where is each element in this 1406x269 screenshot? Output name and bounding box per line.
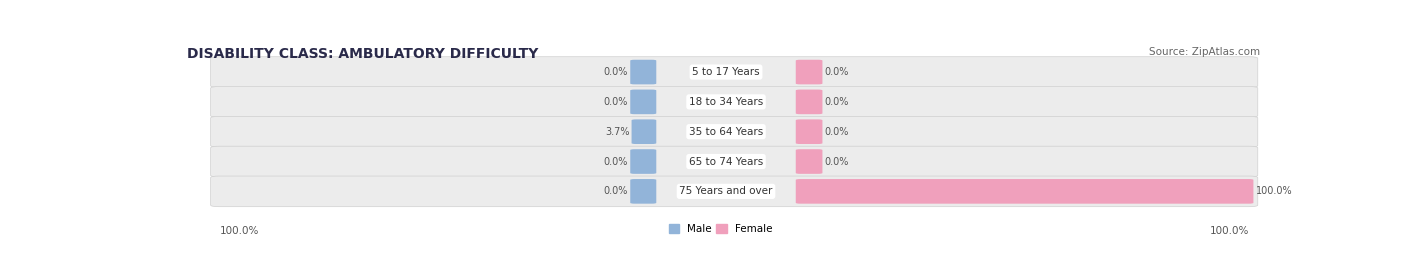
FancyBboxPatch shape (211, 116, 1258, 147)
FancyBboxPatch shape (796, 60, 823, 84)
FancyBboxPatch shape (211, 146, 1258, 177)
FancyBboxPatch shape (631, 119, 657, 144)
FancyBboxPatch shape (211, 57, 1258, 87)
Text: 100.0%: 100.0% (219, 226, 259, 236)
FancyBboxPatch shape (630, 179, 657, 204)
Text: 0.0%: 0.0% (824, 97, 849, 107)
Text: DISABILITY CLASS: AMBULATORY DIFFICULTY: DISABILITY CLASS: AMBULATORY DIFFICULTY (187, 47, 538, 61)
Text: 0.0%: 0.0% (824, 67, 849, 77)
FancyBboxPatch shape (796, 149, 823, 174)
FancyBboxPatch shape (796, 179, 1253, 204)
Text: 5 to 17 Years: 5 to 17 Years (692, 67, 759, 77)
Text: 18 to 34 Years: 18 to 34 Years (689, 97, 763, 107)
FancyBboxPatch shape (630, 90, 657, 114)
FancyBboxPatch shape (211, 87, 1258, 117)
FancyBboxPatch shape (630, 60, 657, 84)
Text: 0.0%: 0.0% (603, 97, 628, 107)
Text: 0.0%: 0.0% (824, 127, 849, 137)
Text: 100.0%: 100.0% (1256, 186, 1292, 196)
FancyBboxPatch shape (630, 149, 657, 174)
FancyBboxPatch shape (211, 176, 1258, 207)
Text: 0.0%: 0.0% (824, 157, 849, 167)
FancyBboxPatch shape (796, 90, 823, 114)
Text: 100.0%: 100.0% (1209, 226, 1249, 236)
Text: 65 to 74 Years: 65 to 74 Years (689, 157, 763, 167)
Text: Source: ZipAtlas.com: Source: ZipAtlas.com (1149, 47, 1260, 57)
Text: 0.0%: 0.0% (603, 186, 628, 196)
Text: 35 to 64 Years: 35 to 64 Years (689, 127, 763, 137)
Text: 0.0%: 0.0% (603, 67, 628, 77)
Legend: Male, Female: Male, Female (669, 224, 772, 234)
Text: 3.7%: 3.7% (605, 127, 630, 137)
Text: 0.0%: 0.0% (603, 157, 628, 167)
Text: 75 Years and over: 75 Years and over (679, 186, 773, 196)
FancyBboxPatch shape (796, 119, 823, 144)
